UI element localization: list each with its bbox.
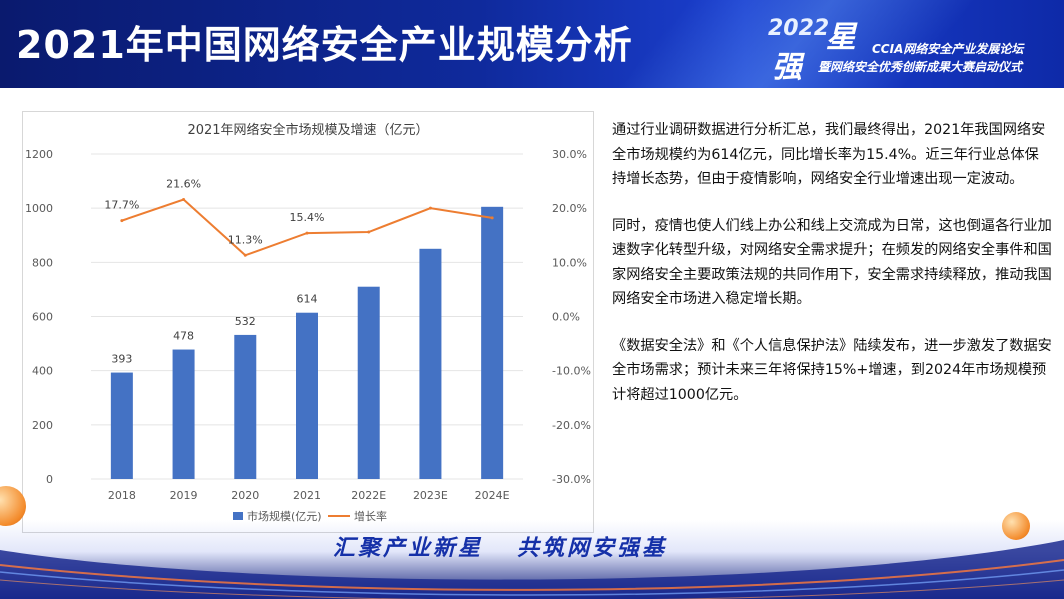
decor-orb-right bbox=[1002, 512, 1030, 540]
line-point-2020 bbox=[243, 253, 247, 257]
bar-2019 bbox=[172, 349, 195, 479]
analysis-text: 通过行业调研数据进行分析汇总，我们最终得出，2021年我国网络安全市场规模约为6… bbox=[612, 118, 1052, 429]
legend-label-line: 增长率 bbox=[354, 509, 387, 523]
y-tick-label: 200 bbox=[32, 419, 53, 432]
logo-char-qiang: 强 bbox=[772, 50, 802, 85]
logo-line-2: 暨网络安全优秀创新成果大赛启动仪式 bbox=[818, 60, 1023, 74]
y-tick-label: 800 bbox=[32, 256, 53, 269]
bar-data-label: 393 bbox=[111, 353, 132, 366]
x-tick-label: 2021 bbox=[293, 489, 321, 502]
line-data-label: 21.6% bbox=[166, 178, 201, 191]
y-tick-label: 1000 bbox=[25, 202, 53, 215]
bar-2022E bbox=[357, 286, 380, 479]
chart-panel: 2021年网络安全市场规模及增速（亿元） 0 200 400 600 800 1000 120… bbox=[22, 111, 594, 533]
bar-2024E bbox=[481, 206, 504, 479]
line-point-2023E bbox=[428, 206, 432, 210]
bar-2021 bbox=[296, 312, 318, 479]
bar-2023E bbox=[419, 248, 442, 479]
y2-tick-label: 30.0% bbox=[552, 148, 587, 161]
line-point-2024E bbox=[490, 216, 494, 220]
chart-title: 2021年网络安全市场规模及增速（亿元） bbox=[187, 122, 428, 138]
page-title: 2021年中国网络安全产业规模分析 bbox=[16, 23, 633, 67]
line-data-label: 11.3% bbox=[228, 233, 263, 246]
x-tick-label: 2018 bbox=[108, 489, 136, 502]
footer-decoration bbox=[0, 520, 1064, 599]
legend-swatch-bar bbox=[233, 512, 243, 520]
line-point-2018 bbox=[120, 219, 124, 223]
line-point-2022E bbox=[367, 230, 371, 234]
logo-line-1: CCIA网络安全产业发展论坛 bbox=[872, 42, 1024, 56]
market-size-chart: 2021年网络安全市场规模及增速（亿元） 0 200 400 600 800 1000 120… bbox=[25, 122, 591, 523]
y2-tick-label: 20.0% bbox=[552, 202, 587, 215]
y2-tick-label: 10.0% bbox=[552, 256, 587, 269]
y2-tick-label: 0.0% bbox=[552, 311, 580, 324]
line-point-2021 bbox=[305, 231, 309, 235]
paragraph-3: 《数据安全法》和《个人信息保护法》陆续发布，进一步激发了数据安全市场需求；预计未… bbox=[612, 337, 1052, 403]
x-tick-label: 2024E bbox=[475, 489, 510, 502]
line-point-2019 bbox=[182, 198, 186, 201]
y2-tick-label: -10.0% bbox=[552, 365, 591, 378]
slogan-right: 共筑网安强基 bbox=[517, 536, 668, 561]
bar-data-label: 478 bbox=[173, 330, 194, 343]
bar-2020 bbox=[234, 334, 257, 479]
footer-slogan: 汇聚产业新星 共筑网安强基 bbox=[333, 530, 701, 562]
x-tick-label: 2020 bbox=[231, 489, 259, 502]
y-tick-label: 600 bbox=[32, 311, 53, 324]
x-tick-label: 2019 bbox=[170, 489, 198, 502]
y2-tick-label: -30.0% bbox=[552, 473, 591, 486]
bar-2018 bbox=[110, 372, 133, 479]
bar-data-label: 532 bbox=[235, 315, 256, 328]
line-data-label: 17.7% bbox=[104, 199, 139, 212]
y-tick-label: 0 bbox=[46, 473, 53, 486]
x-tick-label: 2022E bbox=[351, 489, 386, 502]
y2-tick-label: -20.0% bbox=[552, 419, 591, 432]
y-tick-label: 1200 bbox=[25, 148, 53, 161]
logo-char-star: 星 bbox=[826, 20, 856, 55]
paragraph-1: 通过行业调研数据进行分析汇总，我们最终得出，2021年我国网络安全市场规模约为6… bbox=[612, 122, 1046, 187]
event-logo: 2022 星 强 CCIA网络安全产业发展论坛 暨网络安全优秀创新成果大赛启动仪… bbox=[768, 12, 1058, 85]
x-tick-label: 2023E bbox=[413, 489, 448, 502]
bar-data-label: 614 bbox=[297, 293, 318, 306]
paragraph-2: 同时，疫情也使人们线上办公和线上交流成为日常，这也倒逼各行业加速数字化转型升级，… bbox=[612, 217, 1052, 308]
line-data-label: 15.4% bbox=[290, 211, 325, 224]
slogan-left: 汇聚产业新星 bbox=[333, 536, 484, 561]
footer-swoosh bbox=[0, 540, 1064, 599]
legend-label-bar: 市场规模(亿元) bbox=[247, 509, 322, 523]
logo-year: 2022 bbox=[768, 16, 830, 41]
y-tick-label: 400 bbox=[32, 365, 53, 378]
header-banner: 2021年中国网络安全产业规模分析 2022 星 强 CCIA网络安全产业发展论… bbox=[0, 0, 1064, 88]
